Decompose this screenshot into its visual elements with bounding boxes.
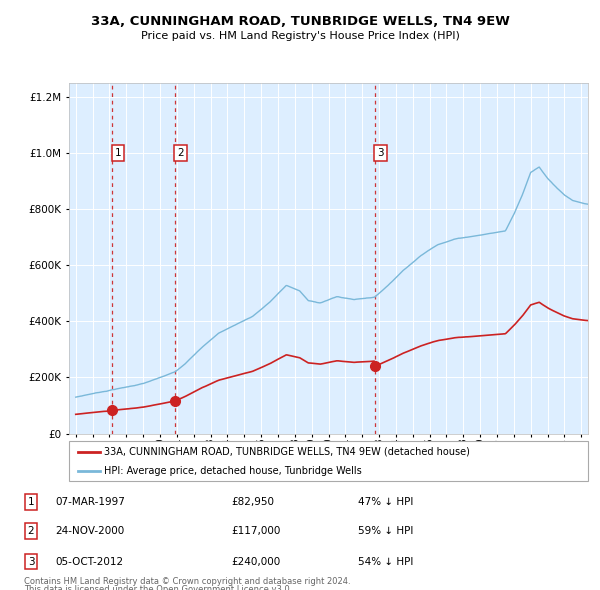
- FancyBboxPatch shape: [69, 441, 588, 481]
- Text: £240,000: £240,000: [231, 556, 280, 566]
- Text: 3: 3: [28, 556, 34, 566]
- Text: 33A, CUNNINGHAM ROAD, TUNBRIDGE WELLS, TN4 9EW: 33A, CUNNINGHAM ROAD, TUNBRIDGE WELLS, T…: [91, 15, 509, 28]
- Text: 2: 2: [28, 526, 34, 536]
- Text: This data is licensed under the Open Government Licence v3.0.: This data is licensed under the Open Gov…: [24, 585, 292, 590]
- Text: 33A, CUNNINGHAM ROAD, TUNBRIDGE WELLS, TN4 9EW (detached house): 33A, CUNNINGHAM ROAD, TUNBRIDGE WELLS, T…: [104, 447, 470, 457]
- Text: £117,000: £117,000: [231, 526, 280, 536]
- Text: 3: 3: [377, 148, 383, 158]
- Text: £82,950: £82,950: [231, 497, 274, 507]
- Text: 07-MAR-1997: 07-MAR-1997: [55, 497, 125, 507]
- Text: 47% ↓ HPI: 47% ↓ HPI: [358, 497, 413, 507]
- Text: 1: 1: [28, 497, 34, 507]
- Text: 54% ↓ HPI: 54% ↓ HPI: [358, 556, 413, 566]
- Text: HPI: Average price, detached house, Tunbridge Wells: HPI: Average price, detached house, Tunb…: [104, 466, 362, 476]
- Text: 1: 1: [115, 148, 121, 158]
- Text: 24-NOV-2000: 24-NOV-2000: [55, 526, 124, 536]
- Text: Price paid vs. HM Land Registry's House Price Index (HPI): Price paid vs. HM Land Registry's House …: [140, 31, 460, 41]
- Text: Contains HM Land Registry data © Crown copyright and database right 2024.: Contains HM Land Registry data © Crown c…: [24, 577, 350, 586]
- Text: 59% ↓ HPI: 59% ↓ HPI: [358, 526, 413, 536]
- Text: 2: 2: [177, 148, 184, 158]
- Text: 05-OCT-2012: 05-OCT-2012: [55, 556, 124, 566]
